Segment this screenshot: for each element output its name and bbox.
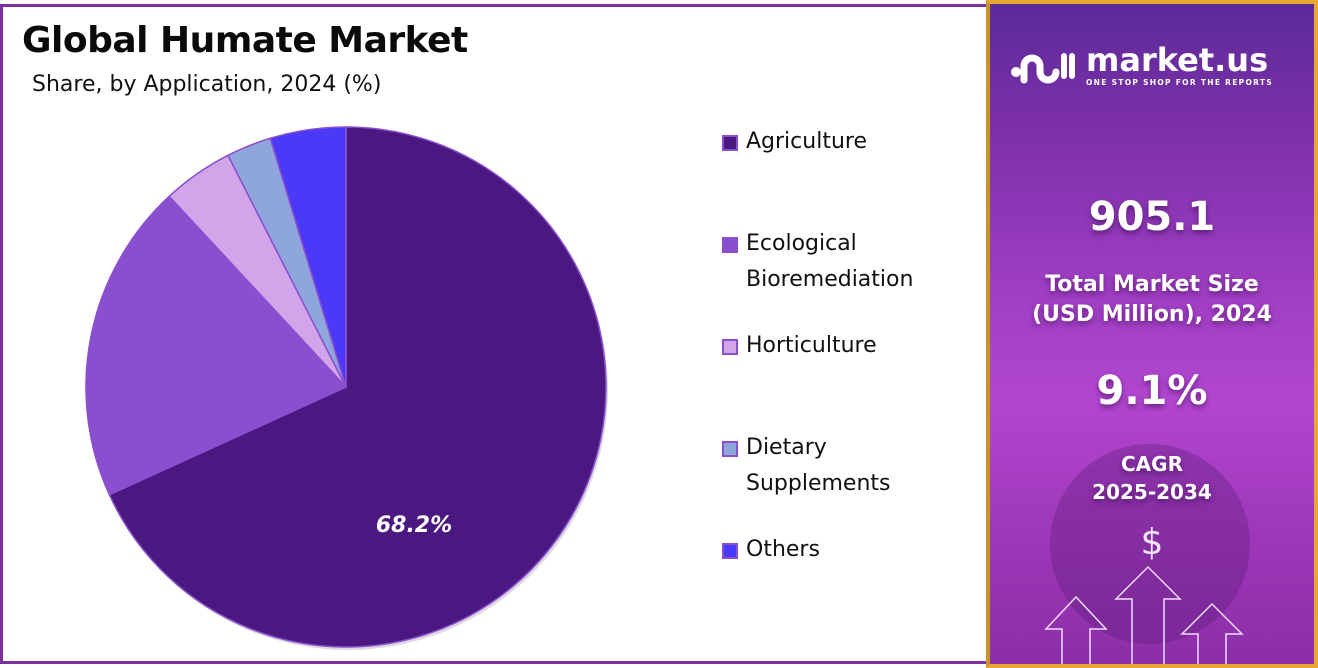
cagr-label-line2: 2025-2034 [1092,480,1212,504]
brand-tagline: ONE STOP SHOP FOR THE REPORTS [1086,78,1273,87]
legend-label: Agriculture [746,129,867,154]
dollar-icon: $ [1140,522,1164,563]
legend-swatch [722,441,738,457]
legend-label: Horticulture [746,333,877,358]
cagr-label-line1: CAGR [1121,452,1183,476]
background-decoration [1050,444,1250,644]
chart-subtitle: Share, by Application, 2024 (%) [32,72,382,97]
legend-item-others: Others [722,536,982,568]
market-size-label-line2: (USD Million), 2024 [1032,302,1272,327]
pie-data-label: 68.2% [376,513,452,538]
pie-slice-agriculture [108,126,607,648]
pie-chart: 68.2% [85,126,608,650]
summary-sidebar: market.us ONE STOP SHOP FOR THE REPORTS … [986,0,1318,668]
chart-title: Global Humate Market [22,20,468,61]
legend-label: Others [746,537,820,562]
market-us-logo-icon [1011,52,1075,83]
growth-arrows-icon [1044,565,1244,664]
legend-swatch [722,339,738,355]
brand-name: market.us [1086,41,1269,79]
legend-label: Dietary Supplements [746,435,891,496]
legend-item-ecological-bioremediation: Ecological Bioremediation [722,230,982,298]
legend-swatch [722,543,738,559]
pie-slice-ecological-bioremediation [85,195,348,496]
pie-slice-others [269,126,347,388]
brand-logo: market.us ONE STOP SHOP FOR THE REPORTS [1010,44,1273,87]
legend-item-agriculture: Agriculture [722,128,982,160]
cagr-value: 9.1% [1096,368,1208,414]
legend-label: Ecological Bioremediation [746,231,914,292]
market-size-label-line1: Total Market Size [1045,272,1259,297]
legend-item-dietary-supplements: Dietary Supplements [722,434,982,502]
market-size-value: 905.1 [1088,194,1216,240]
legend-swatch [722,135,738,151]
legend-swatch [722,237,738,253]
legend-item-horticulture: Horticulture [722,332,982,364]
